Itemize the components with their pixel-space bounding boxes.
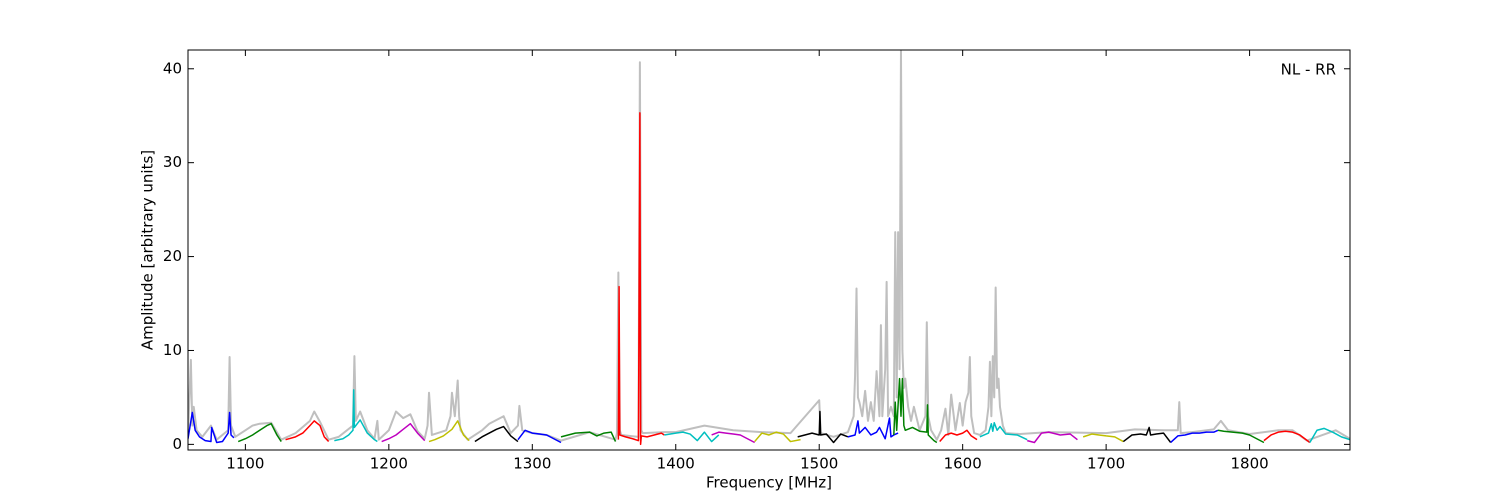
x-tick-label: 1700 — [1087, 455, 1125, 473]
y-tick-label: 10 — [163, 341, 182, 359]
series-line — [1263, 430, 1311, 444]
x-tick-label: 1200 — [370, 455, 408, 473]
x-tick-label: 1800 — [1230, 455, 1268, 473]
series-line — [617, 112, 665, 446]
x-tick-label: 1400 — [657, 455, 695, 473]
series-line — [428, 420, 470, 443]
series-line — [664, 431, 720, 443]
series-line — [381, 422, 426, 443]
series-line — [474, 425, 519, 443]
series-line — [1082, 433, 1124, 443]
x-axis-label: Frequency [MHz] — [706, 474, 832, 492]
series-line — [847, 417, 899, 440]
series-line — [560, 431, 617, 442]
series-line — [1027, 431, 1078, 444]
y-tick-label: 30 — [163, 153, 182, 171]
series-line — [939, 429, 978, 443]
series-line — [188, 50, 1350, 442]
y-tick-label: 0 — [172, 435, 182, 453]
series-line — [517, 429, 562, 444]
x-tick-label: 1600 — [944, 455, 982, 473]
plot-area — [188, 50, 1350, 446]
series-line — [237, 422, 282, 443]
series-line — [979, 422, 1028, 441]
y-axis-label: Amplitude [arbitrary units] — [139, 150, 157, 350]
series-line — [1122, 426, 1172, 443]
series-line — [711, 431, 755, 444]
series-line — [334, 389, 378, 443]
x-tick-label: 1300 — [513, 455, 551, 473]
annotation: NL - RR — [1281, 61, 1336, 79]
series-line — [1309, 427, 1350, 443]
series-line — [188, 411, 235, 444]
series-line — [1217, 429, 1265, 444]
series-line — [1170, 429, 1219, 444]
x-tick-label: 1100 — [226, 455, 264, 473]
series-line — [754, 431, 801, 443]
y-tick-label: 20 — [163, 247, 182, 265]
series-line — [797, 410, 849, 444]
plot-frame — [187, 49, 1351, 451]
y-tick-label: 40 — [163, 59, 182, 77]
series-line — [285, 420, 330, 443]
x-tick-label: 1500 — [800, 455, 838, 473]
series-line — [893, 377, 938, 444]
